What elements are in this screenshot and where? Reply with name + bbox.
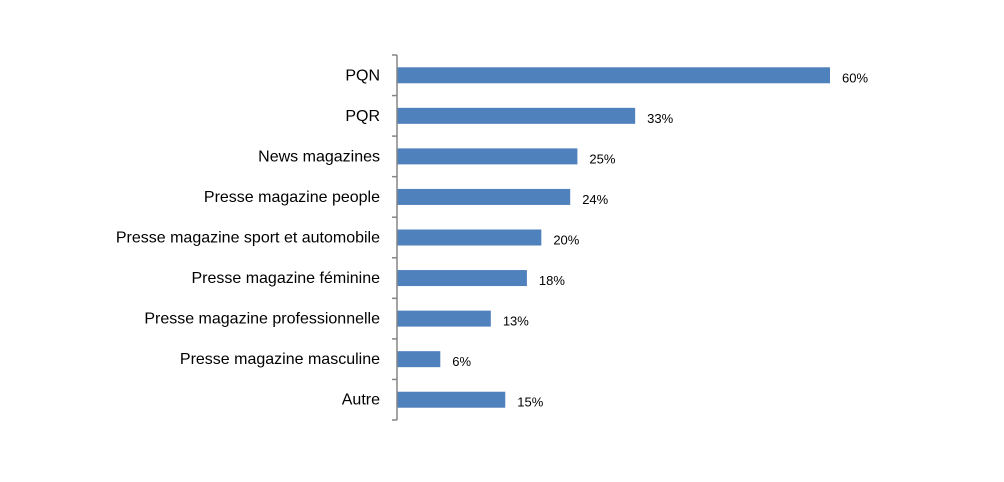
data-label: 24%: [582, 192, 608, 207]
data-label: 20%: [553, 233, 579, 248]
category-label: PQR: [345, 108, 380, 125]
bar-1: [397, 107, 636, 124]
category-label: Presse magazine people: [204, 189, 380, 206]
bar-0: [397, 67, 830, 84]
bar-8: [397, 391, 506, 408]
data-label: 13%: [503, 314, 529, 329]
bar-3: [397, 188, 571, 205]
category-label: Autre: [342, 392, 380, 409]
bar-7: [397, 351, 441, 368]
data-label: 33%: [647, 111, 673, 126]
data-label: 60%: [842, 70, 868, 85]
category-label: Presse magazine sport et automobile: [116, 230, 380, 247]
bar-2: [397, 148, 578, 165]
category-label: PQN: [345, 67, 380, 84]
y-axis-ticks: [392, 54, 397, 421]
category-label: News magazines: [258, 148, 380, 165]
bars-group: [397, 67, 830, 408]
data-label: 6%: [452, 354, 471, 369]
bar-5: [397, 270, 527, 287]
category-label: Presse magazine professionnelle: [144, 311, 380, 328]
category-label: Presse magazine masculine: [180, 351, 380, 368]
category-label: Presse magazine féminine: [191, 270, 380, 287]
data-label: 15%: [517, 395, 543, 410]
labels-group: PQN 60% PQR 33% News magazines 25% Presse maga…: [116, 67, 869, 409]
data-label: 25%: [589, 151, 615, 166]
bar-6: [397, 310, 491, 327]
data-label: 18%: [539, 273, 565, 288]
bar-4: [397, 229, 542, 246]
